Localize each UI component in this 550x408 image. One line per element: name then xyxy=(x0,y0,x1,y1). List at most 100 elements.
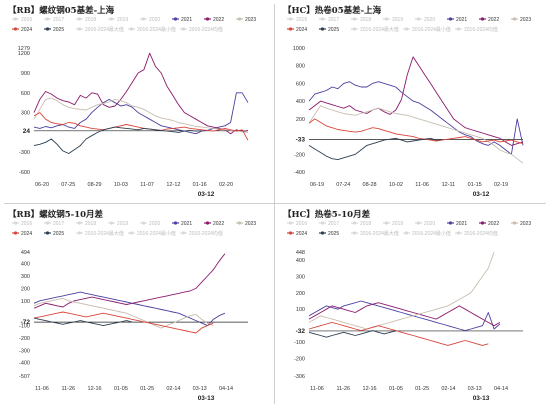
legend-item[interactable]: 2024 xyxy=(287,27,307,33)
y-tick-label: -300 xyxy=(19,348,30,354)
current-date-label: 03-12 xyxy=(198,191,215,198)
legend-label: 2018 xyxy=(360,221,371,227)
legend-item[interactable]: 2016-2024最小值 xyxy=(403,230,451,237)
y-tick-label: 200 xyxy=(296,117,305,123)
legend-item[interactable]: 2022 xyxy=(479,221,499,227)
legend-marker xyxy=(512,17,517,21)
legend-marker xyxy=(448,17,453,21)
series-line-2023 xyxy=(33,297,214,329)
y-tick-label: 300 xyxy=(21,274,30,280)
x-tick-label: 12-16 xyxy=(363,386,377,392)
y-tick-label: -200 xyxy=(19,336,30,342)
legend-item[interactable]: 2016-2024最小值 xyxy=(128,26,176,33)
legend-item[interactable]: 2023 xyxy=(236,221,256,227)
x-tick-label: 11-06 xyxy=(35,386,49,392)
legend-label: 2023 xyxy=(520,17,531,23)
y-tick-label: -200 xyxy=(294,152,305,158)
legend-item[interactable]: 2016 xyxy=(12,17,32,23)
x-tick-label: 12-12 xyxy=(166,182,180,188)
legend-label: 2024 xyxy=(296,231,307,237)
chart-title: 【HC】热卷05基差-上海 xyxy=(283,5,382,16)
legend-marker xyxy=(13,221,18,225)
legend-item[interactable]: 2023 xyxy=(236,17,256,23)
legend-item[interactable]: 2022 xyxy=(479,17,499,23)
x-tick-label: 06-20 xyxy=(35,182,49,188)
series-line-2023 xyxy=(308,105,524,164)
legend-item[interactable]: 2017 xyxy=(44,17,64,23)
legend-label: 2024 xyxy=(21,27,32,33)
series-line-2025 xyxy=(33,317,133,327)
legend-item[interactable]: 2019 xyxy=(383,221,403,227)
x-tick-label: 02-20 xyxy=(219,182,233,188)
legend-item[interactable]: 2018 xyxy=(351,17,371,23)
legend-item[interactable]: 2016-2024最小值 xyxy=(403,26,451,33)
y-tick-label: 300 xyxy=(21,111,30,117)
legend-item[interactable]: 2016-2024最大值 xyxy=(76,26,124,33)
legend-item[interactable]: 2024 xyxy=(12,231,32,237)
legend-item[interactable]: 2025 xyxy=(319,27,339,33)
x-tick-label: 03-13 xyxy=(468,386,482,392)
y-tick-label: 100 xyxy=(296,307,305,313)
legend-item[interactable]: 2018 xyxy=(351,221,371,227)
legend-item[interactable]: 2022 xyxy=(204,221,224,227)
x-tick-label: 07-24 xyxy=(336,182,350,188)
series-line-2022 xyxy=(308,302,501,327)
legend-item[interactable]: 2021 xyxy=(172,17,192,23)
legend-label: 2020 xyxy=(149,221,160,227)
legend-marker xyxy=(205,17,210,21)
legend-item[interactable]: 2025 xyxy=(319,231,339,237)
legend-item[interactable]: 2016-2024均值 xyxy=(180,26,223,33)
legend-label: 2016-2024均值 xyxy=(464,26,498,33)
x-tick-label: 11-06 xyxy=(310,386,324,392)
legend-item[interactable]: 2024 xyxy=(287,231,307,237)
legend-label: 2025 xyxy=(53,27,64,33)
legend-item[interactable]: 2019 xyxy=(108,17,128,23)
legend-item[interactable]: 2019 xyxy=(383,17,403,23)
legend-item[interactable]: 2025 xyxy=(44,231,64,237)
legend-item[interactable]: 2018 xyxy=(76,17,96,23)
legend-marker xyxy=(141,17,146,21)
x-tick-label: 04-14 xyxy=(219,386,233,392)
legend-item[interactable]: 2016-2024最小值 xyxy=(128,230,176,237)
y-tick-label: -400 xyxy=(294,170,305,176)
legend-item[interactable]: 2020 xyxy=(415,17,435,23)
y-tick-label: 300 xyxy=(296,274,305,280)
legend-item[interactable]: 2023 xyxy=(511,17,531,23)
legend-item[interactable]: 2017 xyxy=(319,17,339,23)
legend-item[interactable]: 2016 xyxy=(12,221,32,227)
legend-item[interactable]: 2016-2024最大值 xyxy=(351,230,399,237)
legend-label: 2022 xyxy=(213,17,224,23)
legend-item[interactable]: 2020 xyxy=(415,221,435,227)
legend-item[interactable]: 2020 xyxy=(140,221,160,227)
legend-item[interactable]: 2022 xyxy=(204,17,224,23)
horizontal-divider xyxy=(4,203,546,204)
legend-item[interactable]: 2016-2024均值 xyxy=(455,26,498,33)
legend-item[interactable]: 2019 xyxy=(108,221,128,227)
legend-item[interactable]: 2020 xyxy=(140,17,160,23)
legend-item[interactable]: 2023 xyxy=(511,221,531,227)
legend-item[interactable]: 2017 xyxy=(44,221,64,227)
x-tick-label: 06-19 xyxy=(310,182,324,188)
y-tick-label: -100 xyxy=(294,340,305,346)
legend-item[interactable]: 2016-2024均值 xyxy=(455,230,498,237)
legend-marker xyxy=(456,27,461,31)
legend-item[interactable]: 2021 xyxy=(172,221,192,227)
legend-item[interactable]: 2016 xyxy=(287,221,307,227)
x-tick-label: 01-25 xyxy=(140,386,154,392)
legend-item[interactable]: 2016-2024均值 xyxy=(180,230,223,237)
legend-label: 2023 xyxy=(520,221,531,227)
legend-item[interactable]: 2017 xyxy=(319,221,339,227)
legend-item[interactable]: 2021 xyxy=(447,17,467,23)
legend-marker xyxy=(45,27,50,31)
legend-marker xyxy=(404,27,409,31)
legend-item[interactable]: 2016 xyxy=(287,17,307,23)
legend-item[interactable]: 2016-2024最大值 xyxy=(76,230,124,237)
legend-label: 2019 xyxy=(117,221,128,227)
legend-label: 2018 xyxy=(360,17,371,23)
y-tick-label: -600 xyxy=(19,170,30,176)
legend-item[interactable]: 2021 xyxy=(447,221,467,227)
legend-item[interactable]: 2024 xyxy=(12,27,32,33)
legend-item[interactable]: 2016-2024最大值 xyxy=(351,26,399,33)
legend-item[interactable]: 2018 xyxy=(76,221,96,227)
legend-item[interactable]: 2025 xyxy=(44,27,64,33)
